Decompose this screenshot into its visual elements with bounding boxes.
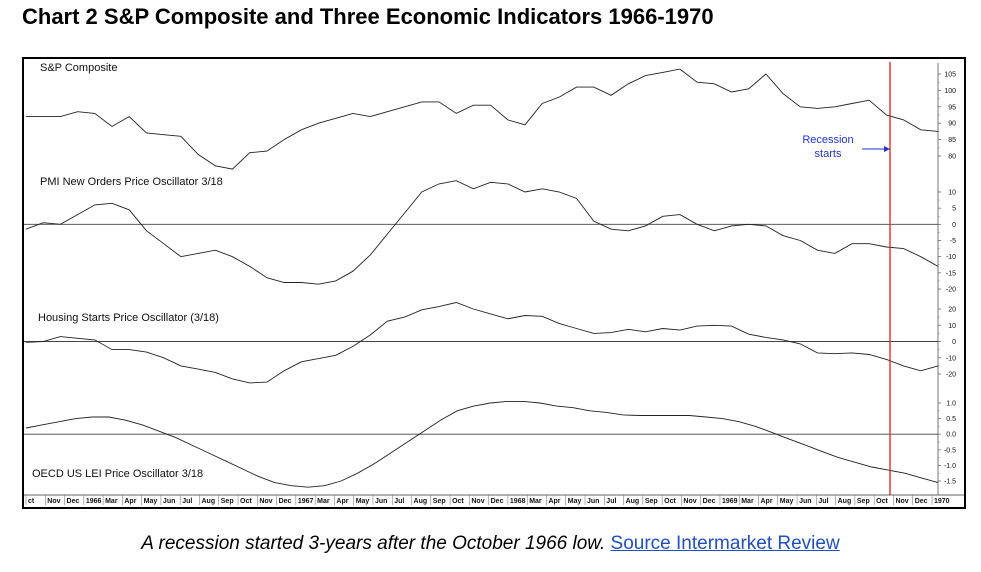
x-tick-label: 1968 [510,498,526,505]
y-tick-label: 0 [952,339,956,346]
y-tick-label: 1.0 [946,401,956,408]
x-tick-label: 1967 [298,498,314,505]
x-tick-label: Jul [394,498,404,505]
x-tick-label: Jun [587,498,599,505]
y-tick-label: -10 [946,355,956,362]
y-tick-label: 5 [952,206,956,213]
x-tick-label: Jun [799,498,811,505]
x-tick-label: Sep [645,498,658,505]
x-tick-label: Aug [201,498,215,505]
x-tick-label: Oct [664,498,676,505]
x-tick-label: Jul [606,498,616,505]
caption: A recession started 3-years after the Oc… [0,533,981,555]
x-tick-label: Apr [124,498,136,505]
y-tick-label: 10 [948,323,956,330]
x-tick-label: Apr [761,498,773,505]
x-tick-label: Mar [529,498,542,505]
x-tick-label: Oct [452,498,464,505]
y-tick-label: -1.5 [944,479,956,486]
x-tick-label: Sep [433,498,446,505]
panel-label: Housing Starts Price Oscillator (3/18) [38,312,219,324]
x-tick-label: Nov [683,498,696,505]
y-tick-label: 95 [948,104,956,111]
x-tick-label: Mar [741,498,754,505]
y-tick-label: -1.0 [944,463,956,470]
y-tick-label: 105 [944,72,956,79]
y-tick-label: -20 [946,287,956,294]
annotation-arrowhead [884,146,890,152]
x-tick-label: Mar [105,498,118,505]
panel-label: OECD US LEI Price Oscillator 3/18 [32,468,203,480]
x-tick-label: Sep [857,498,870,505]
chart-title: Chart 2 S&P Composite and Three Economic… [22,4,714,29]
series-line [26,68,939,170]
x-tick-label: Nov [471,498,484,505]
x-tick-label: May [356,498,370,505]
y-tick-label: 90 [948,121,956,128]
x-tick-label: Dec [703,498,716,505]
x-tick-label: Jun [163,498,175,505]
y-tick-label: 0 [952,222,956,229]
y-tick-label: 0.0 [946,432,956,439]
x-tick-label: Jul [182,498,192,505]
series-line [25,400,939,488]
x-tick-label: Mar [317,498,330,505]
x-tick-label: Oct [876,498,888,505]
y-tick-label: 100 [944,88,956,95]
x-tick-label: Dec [67,498,80,505]
x-tick-label: 1969 [722,498,738,505]
x-tick-label: Dec [279,498,292,505]
x-tick-label: ct [28,498,35,505]
x-tick-label: May [568,498,582,505]
x-tick-label: Nov [259,498,272,505]
x-tick-label: Jul [818,498,828,505]
y-tick-label: 85 [948,137,956,144]
panel-label: S&P Composite [40,62,117,74]
x-tick-label: Nov [895,498,908,505]
x-tick-label: Aug [414,498,428,505]
y-tick-label: 0.5 [946,416,956,423]
series-line [25,180,939,285]
y-tick-label: 10 [948,190,956,197]
x-tick-label: Oct [240,498,252,505]
series-line [25,302,939,384]
x-tick-label: Dec [491,498,504,505]
y-tick-label: -10 [946,254,956,261]
x-tick-label: Aug [626,498,640,505]
chart-frame: 105 100 95 90 85 80 S&P Composite 10 5 0 -5 -10 -15-… [22,57,966,509]
y-tick-label: -5 [950,238,956,245]
x-tick-label: Nov [47,498,60,505]
x-tick-label: Sep [221,498,234,505]
x-tick-label: Apr [548,498,560,505]
annotation-text: starts [815,148,842,160]
caption-text: A recession started 3-years after the Oc… [141,533,606,554]
annotation-text: Recession [802,134,853,146]
x-tick-label: 1970 [934,498,950,505]
x-tick-label: May [780,498,794,505]
y-tick-label: -15 [946,270,956,277]
source-link[interactable]: Source Intermarket Review [610,533,840,554]
x-tick-label: Apr [336,498,348,505]
y-tick-label: 20 [948,307,956,314]
x-tick-label: 1966 [86,498,102,505]
y-tick-label: 80 [948,154,956,161]
x-tick-label: May [144,498,158,505]
x-tick-label: Jun [375,498,387,505]
panel-label: PMI New Orders Price Oscillator 3/18 [40,176,223,188]
x-tick-label: Aug [838,498,852,505]
y-tick-label: -20 [946,372,956,379]
y-tick-label: -0.5 [944,447,956,454]
x-tick-label: Dec [915,498,928,505]
